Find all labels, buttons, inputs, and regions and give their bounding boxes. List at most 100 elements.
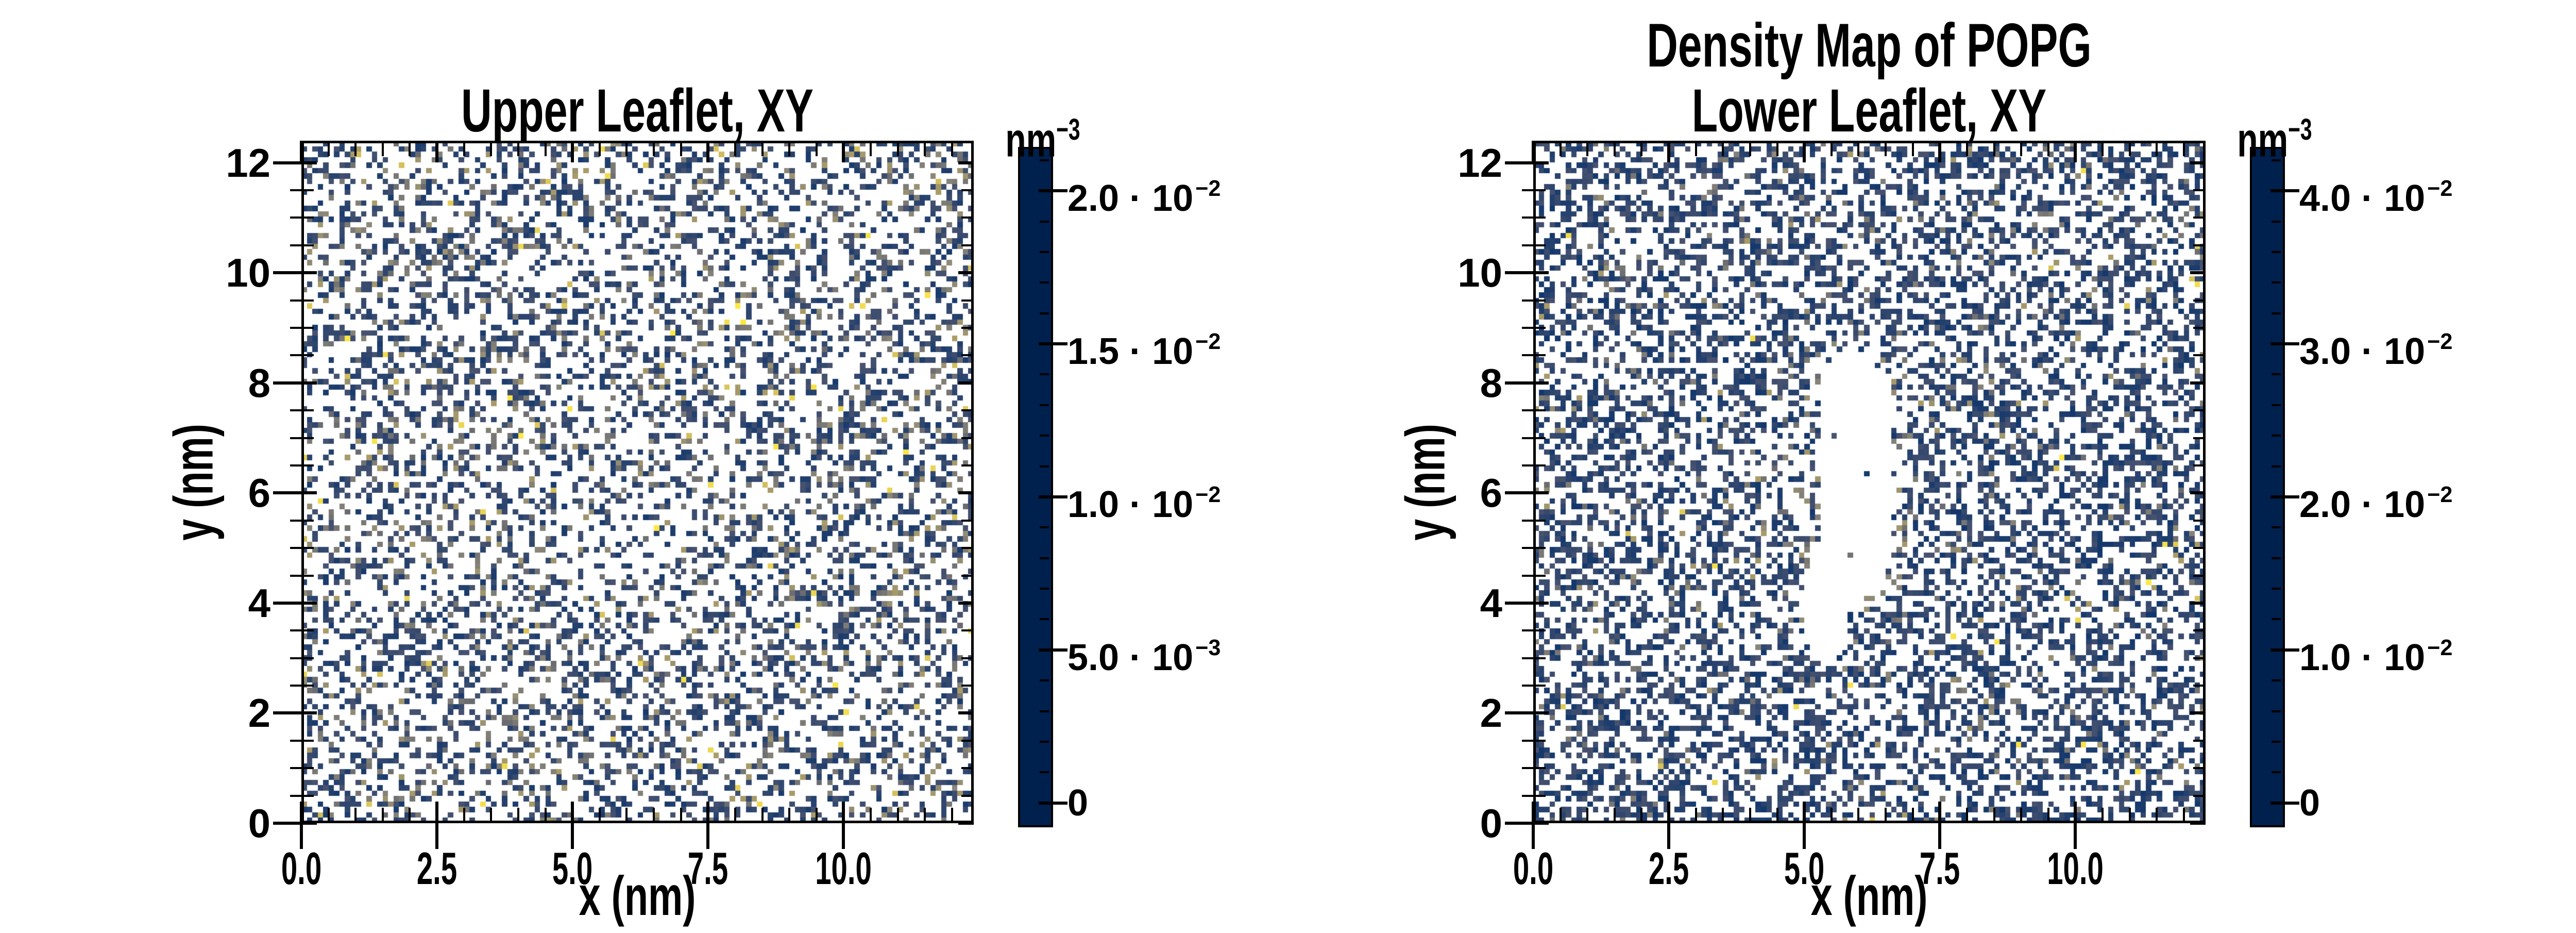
tick-mark: [2272, 159, 2281, 161]
tick-mark: [1040, 588, 1049, 590]
tick-mark: [2270, 648, 2299, 652]
tick-mark: [2193, 657, 2206, 659]
tick-mark: [1505, 381, 1549, 385]
tick-mark: [870, 141, 872, 156]
tick-mark: [290, 409, 314, 411]
tick-mark: [1040, 679, 1049, 681]
tick-mark: [2272, 465, 2281, 468]
tick-mark: [1831, 141, 1833, 156]
tick-mark: [599, 808, 601, 823]
y-tick-label: 2: [248, 690, 270, 736]
tick-mark: [1522, 657, 1546, 659]
tick-mark: [961, 437, 974, 439]
tick-mark: [1040, 312, 1049, 314]
tick-mark: [924, 808, 926, 823]
tick-mark: [2156, 808, 2158, 823]
tick-mark: [290, 437, 314, 439]
tick-mark: [2102, 808, 2104, 823]
plot-frame-lower-leaflet: [1533, 141, 2206, 823]
tick-mark: [290, 520, 314, 522]
tick-mark: [1505, 271, 1549, 274]
colorbar-tick-label: 5.0 · 10−3: [1067, 635, 1221, 678]
tick-mark: [290, 629, 314, 631]
tick-mark: [961, 299, 974, 302]
colorbar-tick-label: 2.0 · 10−2: [2299, 482, 2453, 525]
tick-mark: [706, 802, 709, 849]
tick-mark: [1522, 216, 1546, 219]
tick-mark: [1803, 802, 1806, 849]
tick-mark: [2272, 312, 2281, 314]
tick-mark: [1885, 808, 1887, 823]
tick-mark: [1532, 141, 1535, 162]
tick-mark: [1522, 575, 1546, 577]
tick-mark: [1040, 251, 1049, 253]
tick-mark: [2190, 822, 2206, 825]
tick-mark: [2193, 767, 2206, 769]
y-tick-label: 4: [1480, 580, 1502, 626]
tick-mark: [961, 409, 974, 411]
tick-mark: [1614, 141, 1616, 156]
tick-mark: [706, 141, 709, 162]
colorbar-tick-label: 3.0 · 10−2: [2299, 329, 2453, 372]
tick-mark: [958, 491, 974, 494]
tick-mark: [1695, 808, 1697, 823]
y-tick-label: 10: [226, 250, 270, 295]
tick-mark: [571, 141, 574, 162]
tick-mark: [961, 629, 974, 631]
tick-mark: [625, 141, 628, 156]
tick-mark: [2270, 342, 2299, 345]
tick-mark: [273, 822, 317, 825]
tick-mark: [517, 808, 519, 823]
tick-mark: [2074, 802, 2077, 849]
tick-mark: [2193, 520, 2206, 522]
tick-mark: [1039, 648, 1067, 652]
tick-mark: [1722, 141, 1724, 156]
tick-mark: [761, 808, 764, 823]
tick-mark: [490, 808, 492, 823]
y-tick-label: 2: [1480, 690, 1502, 736]
tick-mark: [290, 657, 314, 659]
tick-mark: [273, 711, 317, 714]
tick-mark: [870, 808, 872, 823]
colorbar-tick-label: 1.0 · 10−2: [1067, 482, 1221, 525]
tick-mark: [961, 767, 974, 769]
tick-mark: [545, 808, 547, 823]
tick-mark: [290, 795, 314, 797]
tick-mark: [1749, 808, 1751, 823]
tick-mark: [2190, 711, 2206, 714]
tick-mark: [290, 189, 314, 191]
tick-mark: [1586, 141, 1588, 156]
tick-mark: [2270, 189, 2299, 192]
tick-mark: [1586, 808, 1588, 823]
tick-mark: [816, 808, 818, 823]
tick-mark: [2193, 795, 2206, 797]
tick-mark: [354, 141, 357, 156]
tick-mark: [2102, 141, 2104, 156]
tick-mark: [435, 141, 438, 162]
tick-mark: [1993, 141, 1995, 156]
tick-mark: [1803, 141, 1806, 162]
tick-mark: [2272, 251, 2281, 253]
colorbar-tick-label: 1.5 · 10−2: [1067, 329, 1221, 372]
tick-mark: [1522, 629, 1546, 631]
tick-mark: [290, 464, 314, 467]
tick-mark: [961, 189, 974, 191]
tick-mark: [273, 161, 317, 164]
tick-mark: [290, 244, 314, 246]
y-tick-label: 12: [226, 140, 270, 186]
tick-mark: [1522, 437, 1546, 439]
tick-mark: [1505, 711, 1549, 714]
tick-mark: [2074, 141, 2077, 162]
tick-mark: [2193, 464, 2206, 467]
tick-mark: [1040, 465, 1049, 468]
tick-mark: [290, 740, 314, 742]
tick-mark: [382, 141, 384, 156]
tick-mark: [961, 795, 974, 797]
tick-mark: [734, 808, 736, 823]
tick-mark: [961, 547, 974, 549]
tick-mark: [1040, 557, 1049, 559]
heatmap-canvas-lower-leaflet: [1533, 141, 2206, 823]
tick-mark: [1522, 409, 1546, 411]
tick-mark: [2272, 710, 2281, 712]
tick-mark: [653, 808, 655, 823]
